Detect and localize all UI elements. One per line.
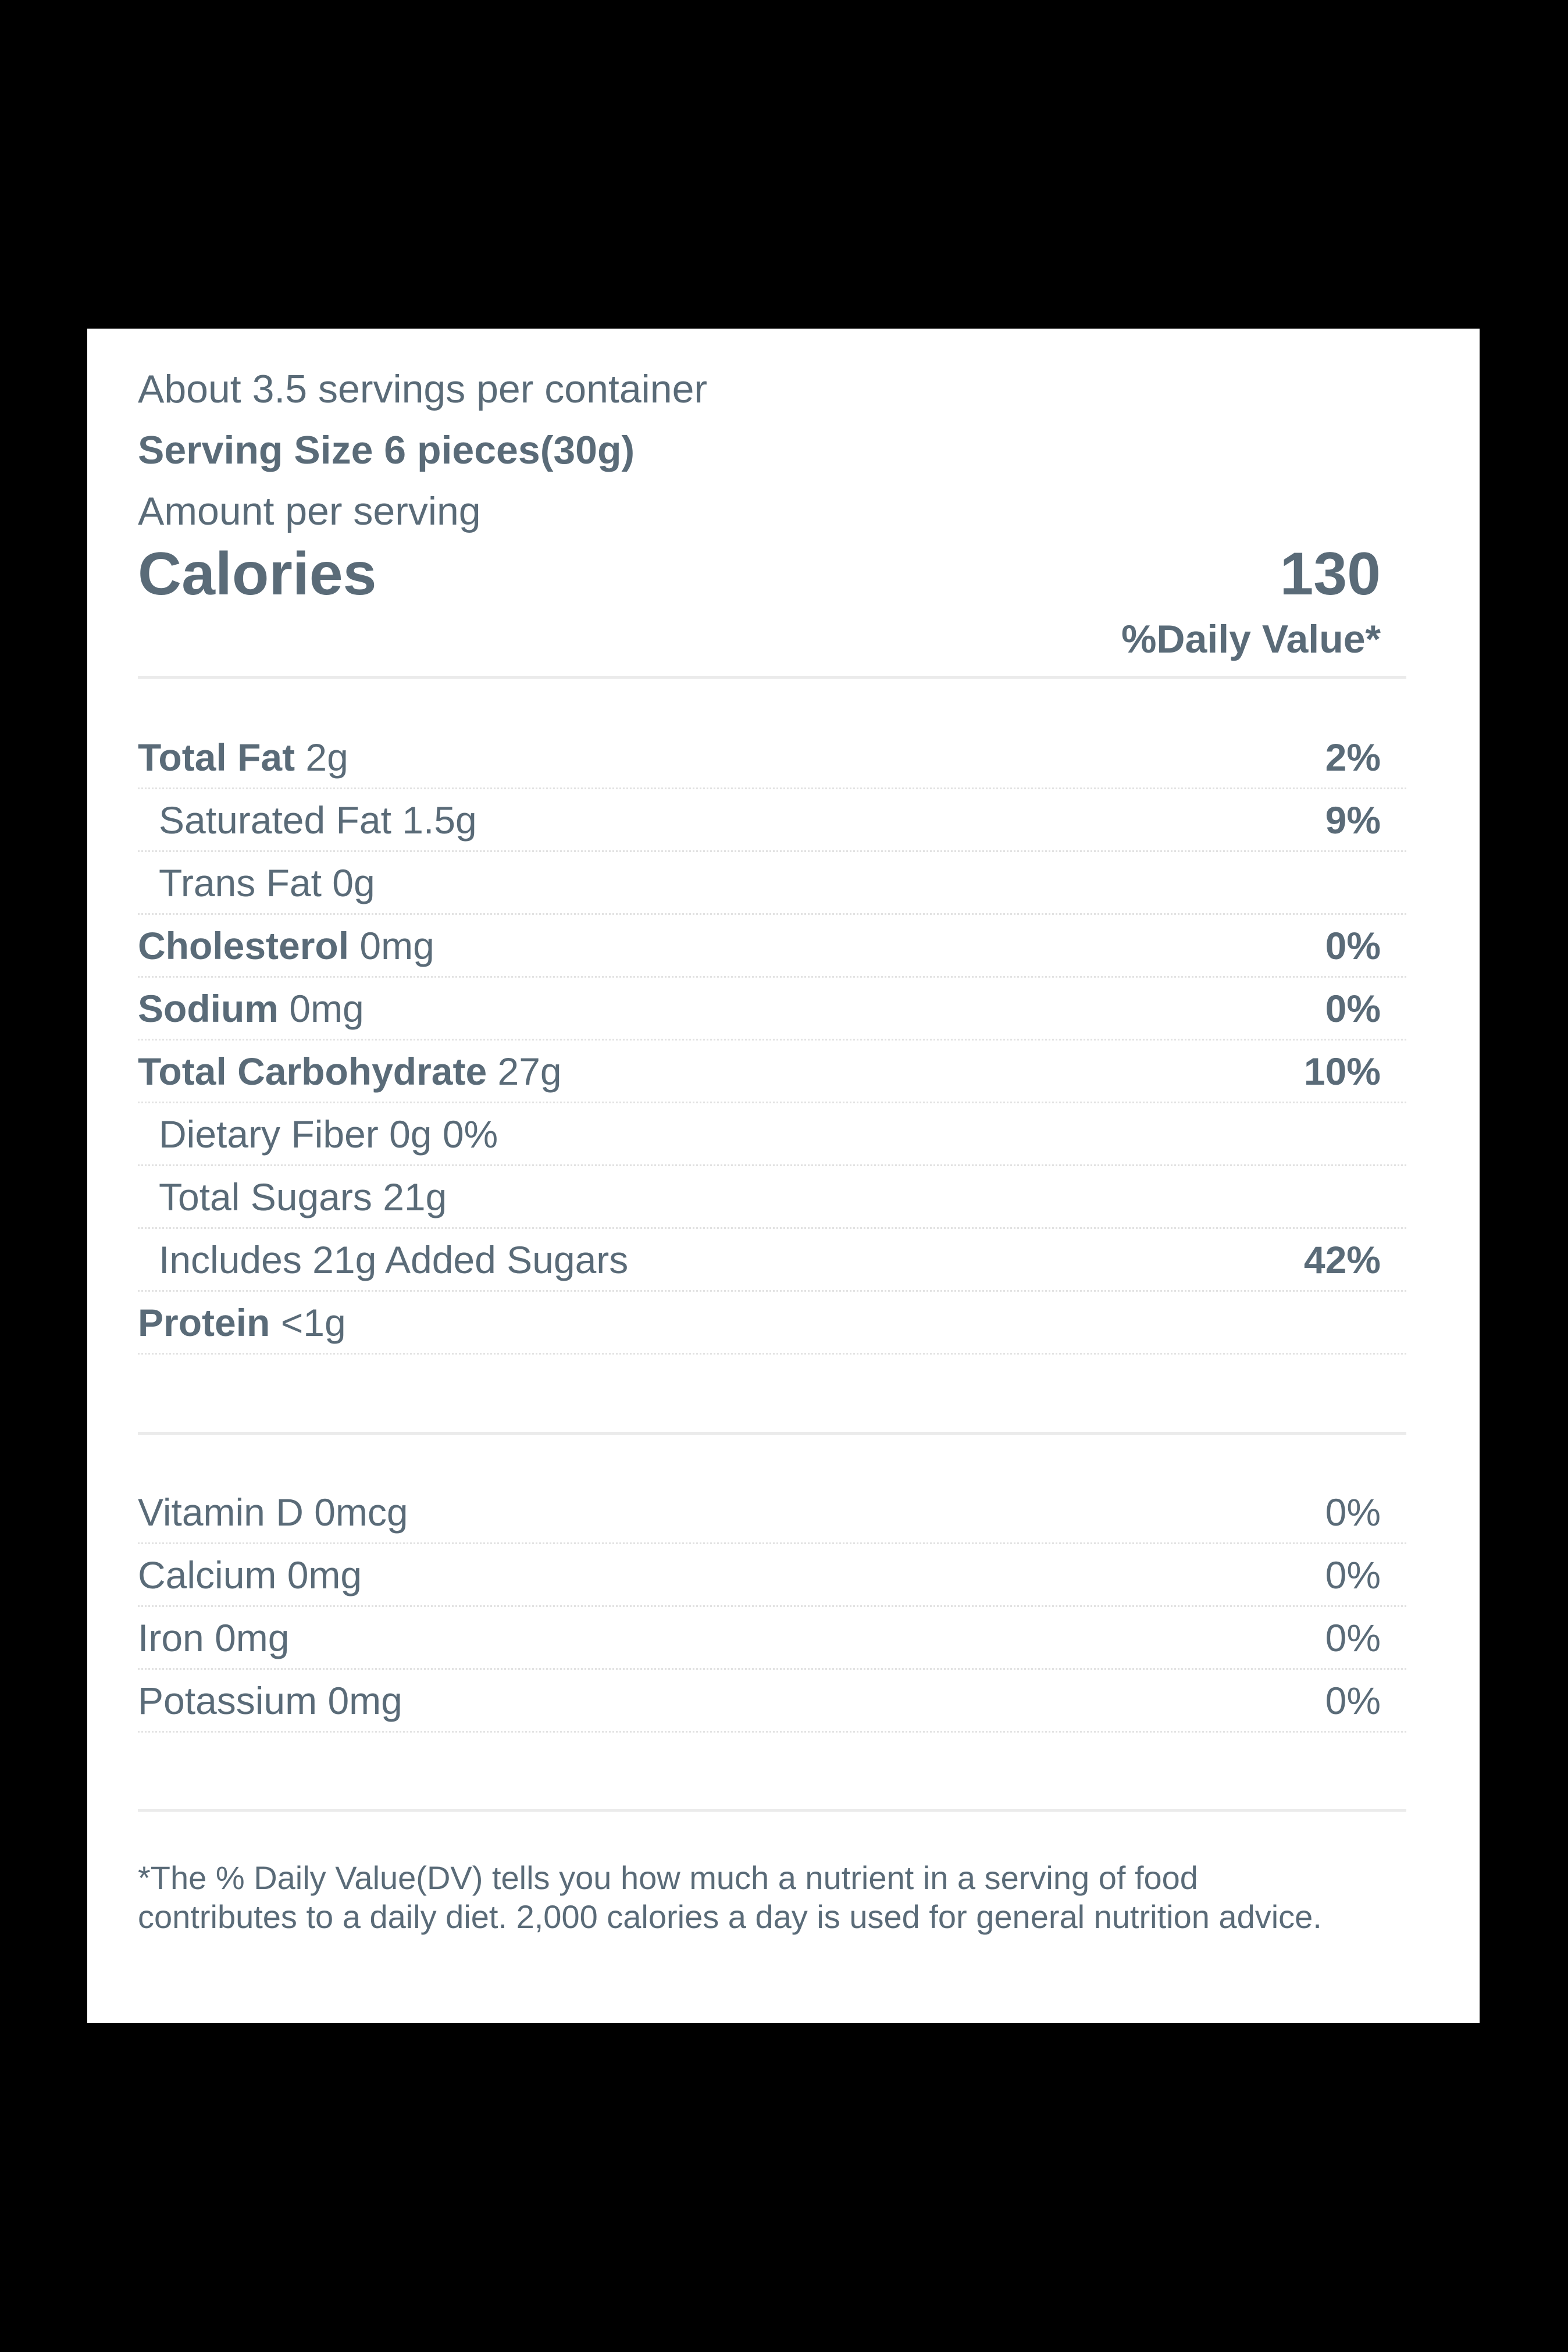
nutrient-row-dietary-fiber: Dietary Fiber 0g 0% bbox=[138, 1103, 1406, 1166]
vitamin-dv: 0% bbox=[1325, 1490, 1381, 1534]
nutrient-row-added-sugars: Includes 21g Added Sugars 42% bbox=[138, 1229, 1406, 1292]
calories-value: 130 bbox=[1280, 540, 1381, 608]
nutrient-row-protein: Protein <1g bbox=[138, 1292, 1406, 1355]
divider bbox=[138, 676, 1406, 679]
vitamin-row-vitamin-d: Vitamin D 0mcg 0% bbox=[138, 1481, 1406, 1544]
daily-value-footnote: *The % Daily Value(DV) tells you how muc… bbox=[138, 1859, 1322, 1935]
serving-size: Serving Size 6 pieces(30g) bbox=[138, 428, 635, 472]
amount-per-serving: Amount per serving bbox=[138, 489, 481, 533]
nutrient-amount: Trans Fat 0g bbox=[159, 861, 375, 904]
nutrient-dv: 9% bbox=[1325, 798, 1381, 842]
nutrient-dv: 2% bbox=[1325, 735, 1381, 779]
vitamin-row-iron: Iron 0mg 0% bbox=[138, 1607, 1406, 1670]
nutrient-dv: 0% bbox=[1325, 924, 1381, 967]
vitamin-label: Potassium 0mg bbox=[138, 1679, 402, 1722]
nutrient-amount: 0mg bbox=[349, 924, 434, 967]
nutrient-amount: 0mg bbox=[279, 986, 364, 1030]
nutrient-amount: <1g bbox=[270, 1300, 346, 1344]
nutrient-row-cholesterol: Cholesterol 0mg 0% bbox=[138, 915, 1406, 978]
divider bbox=[138, 1432, 1406, 1435]
nutrition-facts-panel: About 3.5 servings per container Serving… bbox=[87, 329, 1480, 2023]
nutrient-amount: Saturated Fat 1.5g bbox=[159, 798, 477, 842]
nutrient-row-sodium: Sodium 0mg 0% bbox=[138, 978, 1406, 1040]
nutrient-dv: 0% bbox=[1325, 986, 1381, 1030]
nutrient-name: Protein bbox=[138, 1300, 270, 1344]
nutrient-row-total-fat: Total Fat 2g 2% bbox=[138, 726, 1406, 789]
nutrient-dv: 42% bbox=[1303, 1238, 1381, 1281]
vitamin-dv: 0% bbox=[1325, 1679, 1381, 1722]
nutrient-amount: 27g bbox=[487, 1049, 562, 1093]
nutrient-row-total-sugars: Total Sugars 21g bbox=[138, 1166, 1406, 1229]
vitamin-label: Iron 0mg bbox=[138, 1616, 290, 1659]
nutrient-amount: Includes 21g Added Sugars bbox=[159, 1238, 629, 1281]
vitamin-dv: 0% bbox=[1325, 1616, 1381, 1659]
vitamin-dv: 0% bbox=[1325, 1553, 1381, 1596]
nutrient-name: Cholesterol bbox=[138, 924, 350, 967]
vitamin-label: Vitamin D 0mcg bbox=[138, 1490, 408, 1534]
nutrient-dv: 10% bbox=[1303, 1049, 1381, 1093]
nutrient-name: Total Fat bbox=[138, 735, 295, 779]
nutrient-name: Total Carbohydrate bbox=[138, 1049, 487, 1093]
vitamin-row-potassium: Potassium 0mg 0% bbox=[138, 1670, 1406, 1733]
nutrient-name: Sodium bbox=[138, 986, 279, 1030]
nutrient-amount: 2g bbox=[295, 735, 348, 779]
vitamin-label: Calcium 0mg bbox=[138, 1553, 362, 1596]
nutrient-row-trans-fat: Trans Fat 0g bbox=[138, 852, 1406, 915]
nutrient-row-total-carbohydrate: Total Carbohydrate 27g 10% bbox=[138, 1040, 1406, 1103]
nutrient-amount: Dietary Fiber 0g 0% bbox=[159, 1112, 498, 1156]
nutrient-row-saturated-fat: Saturated Fat 1.5g 9% bbox=[138, 789, 1406, 852]
calories-label: Calories bbox=[138, 540, 377, 608]
servings-per-container: About 3.5 servings per container bbox=[138, 367, 708, 411]
vitamin-list: Vitamin D 0mcg 0% Calcium 0mg 0% Iron 0mg 0… bbox=[138, 1481, 1406, 1733]
daily-value-header: %Daily Value* bbox=[1121, 617, 1381, 661]
divider bbox=[138, 1809, 1406, 1812]
nutrient-list: Total Fat 2g 2% Saturated Fat 1.5g 9% Tran… bbox=[138, 726, 1406, 1355]
nutrient-amount: Total Sugars 21g bbox=[159, 1175, 447, 1218]
vitamin-row-calcium: Calcium 0mg 0% bbox=[138, 1544, 1406, 1607]
